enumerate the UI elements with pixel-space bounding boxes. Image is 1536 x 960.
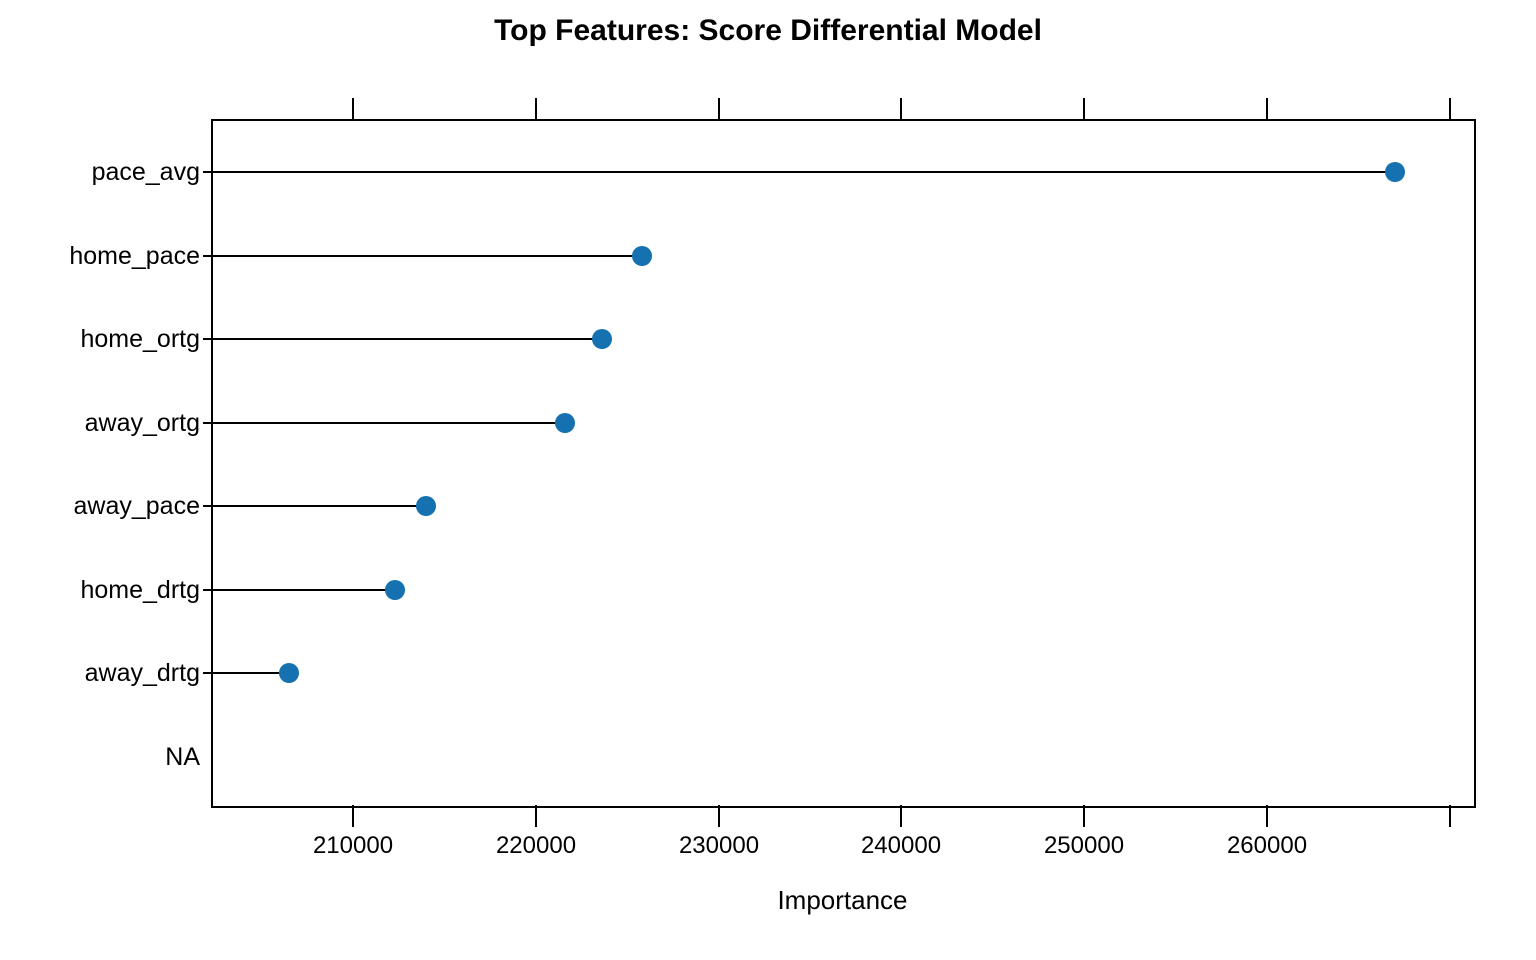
x-axis-top-tick xyxy=(535,98,537,120)
x-axis-top-tick xyxy=(1266,98,1268,120)
x-axis-tick xyxy=(1083,805,1085,827)
lollipop-stem xyxy=(203,589,395,591)
y-axis-label: home_drtg xyxy=(80,576,200,604)
x-axis-tick xyxy=(1449,805,1451,827)
x-axis-tick-label: 220000 xyxy=(495,832,577,859)
data-point xyxy=(632,246,652,266)
lollipop-stem xyxy=(203,672,289,674)
x-axis-tick xyxy=(352,805,354,827)
data-point xyxy=(279,663,299,683)
plot-area xyxy=(211,119,1476,808)
y-axis-label: away_drtg xyxy=(84,659,200,687)
x-axis-top-tick xyxy=(352,98,354,120)
y-axis-label: pace_avg xyxy=(91,158,200,186)
y-axis-label: away_pace xyxy=(73,492,200,520)
chart-title: Top Features: Score Differential Model xyxy=(494,14,1042,47)
x-axis-top-tick xyxy=(1083,98,1085,120)
lollipop-stem xyxy=(203,505,426,507)
x-axis-top-tick xyxy=(718,98,720,120)
data-point xyxy=(555,413,575,433)
x-axis-top-tick xyxy=(1449,98,1451,120)
x-axis-tick-label: 240000 xyxy=(860,832,942,859)
x-axis-title: Importance xyxy=(777,885,908,915)
data-point xyxy=(416,496,436,516)
x-axis-tick xyxy=(718,805,720,827)
x-axis-tick-label: 250000 xyxy=(1043,832,1125,859)
y-axis-label: home_ortg xyxy=(80,325,200,353)
lollipop-stem xyxy=(203,338,602,340)
x-axis-tick xyxy=(1266,805,1268,827)
x-axis-tick-label: 230000 xyxy=(678,832,760,859)
y-axis-label: home_pace xyxy=(69,242,200,270)
lollipop-stem xyxy=(203,171,1395,173)
x-axis-tick xyxy=(900,805,902,827)
lollipop-stem xyxy=(203,422,565,424)
data-point xyxy=(592,329,612,349)
y-axis-label: away_ortg xyxy=(84,409,200,437)
x-axis-tick xyxy=(535,805,537,827)
data-point xyxy=(385,580,405,600)
lollipop-stem xyxy=(203,255,642,257)
data-point xyxy=(1385,162,1405,182)
x-axis-top-tick xyxy=(900,98,902,120)
x-axis-tick-label: 210000 xyxy=(312,832,394,859)
y-axis-label: NA xyxy=(165,743,200,771)
x-axis-tick-label: 260000 xyxy=(1226,832,1308,859)
